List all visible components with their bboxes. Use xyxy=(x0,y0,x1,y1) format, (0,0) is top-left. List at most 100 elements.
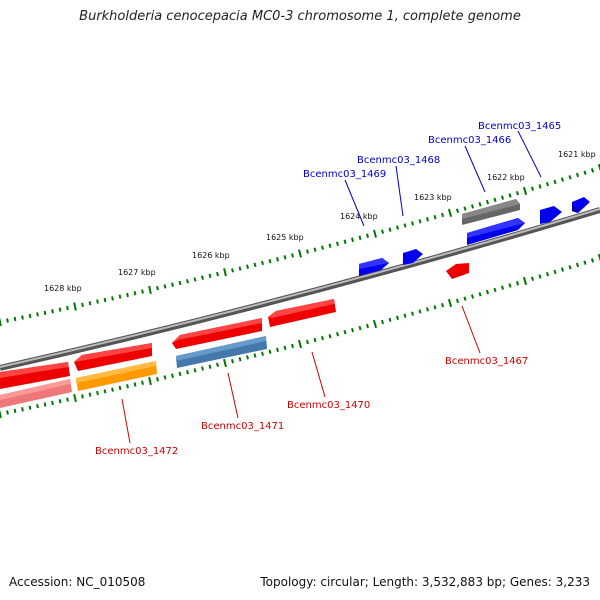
scale-tick xyxy=(426,217,429,222)
kbp-label: 1622 kbp xyxy=(487,173,525,182)
scale-tick xyxy=(28,405,32,410)
gene-bcenmc03-1469[interactable] xyxy=(359,258,389,276)
scale-tick xyxy=(36,403,39,409)
gene-pink-left[interactable] xyxy=(0,379,72,408)
gene-other-grey[interactable] xyxy=(462,199,520,225)
scale-tick xyxy=(388,317,392,323)
gene-blue-long[interactable] xyxy=(467,218,525,245)
gene-bcenmc03-1467[interactable] xyxy=(446,263,469,279)
scale-tick xyxy=(298,249,302,258)
scale-tick xyxy=(441,302,444,308)
scale-tick xyxy=(148,285,152,295)
scale-tick xyxy=(433,214,437,220)
outer-tick-track xyxy=(0,163,600,327)
scale-tick xyxy=(351,327,354,333)
scale-tick xyxy=(343,239,347,244)
scale-tick xyxy=(51,309,54,314)
scale-tick xyxy=(81,302,84,308)
scale-tick xyxy=(73,302,77,311)
gene-bcenmc03-1470[interactable] xyxy=(268,299,336,327)
scale-tick xyxy=(58,307,62,312)
scale-tick xyxy=(208,273,212,279)
scale-tick xyxy=(66,397,69,402)
scale-tick xyxy=(246,264,249,269)
scale-tick xyxy=(597,253,600,262)
gene-bcenmc03-1472[interactable] xyxy=(74,343,152,371)
scale-tick xyxy=(418,219,422,224)
scale-tick xyxy=(590,168,595,173)
scale-tick xyxy=(28,313,32,319)
scale-tick xyxy=(358,325,362,331)
scale-tick xyxy=(6,318,9,323)
scale-tick xyxy=(441,212,444,218)
scale-tick xyxy=(238,357,242,362)
scale-tick xyxy=(231,358,234,364)
scale-tick xyxy=(313,337,317,343)
scale-tick xyxy=(253,262,257,268)
scale-tick xyxy=(336,331,339,337)
scale-tick xyxy=(372,319,378,329)
gene-label-1471: Bcenmc03_1471 xyxy=(201,421,284,432)
gene-bcenmc03-1471[interactable] xyxy=(172,318,262,349)
scale-tick xyxy=(411,221,414,226)
scale-tick xyxy=(13,408,17,414)
scale-tick xyxy=(261,260,264,266)
scale-tick xyxy=(396,225,399,230)
scale-tick xyxy=(253,353,257,358)
scale-tick xyxy=(81,394,84,399)
gene-bcenmc03-1466[interactable] xyxy=(540,206,562,224)
scale-tick xyxy=(351,237,354,242)
scale-tick xyxy=(156,377,159,382)
scale-tick xyxy=(590,258,595,263)
scale-tick xyxy=(0,317,2,327)
scale-tick xyxy=(171,282,174,287)
scale-tick xyxy=(575,262,580,268)
scale-tick xyxy=(470,204,475,209)
kbp-label: 1628 kbp xyxy=(44,284,82,293)
kbp-label: 1621 kbp xyxy=(558,150,596,159)
scale-tick xyxy=(223,268,227,277)
scale-tick xyxy=(201,275,204,280)
gene-label-1465: Bcenmc03_1465 xyxy=(478,121,561,132)
scale-tick xyxy=(455,298,460,304)
scale-tick xyxy=(36,312,39,317)
scale-tick xyxy=(508,283,512,288)
scale-tick xyxy=(283,255,287,260)
scale-tick xyxy=(538,184,542,189)
scale-tick xyxy=(500,195,505,200)
gene-label-1472: Bcenmc03_1472 xyxy=(95,446,178,457)
scale-tick xyxy=(478,202,482,207)
scale-tick xyxy=(321,245,324,250)
scale-tick xyxy=(373,229,377,238)
scale-tick xyxy=(328,333,332,339)
scale-tick xyxy=(268,258,272,264)
scale-tick xyxy=(485,199,490,205)
scale-tick xyxy=(545,181,550,187)
scale-tick xyxy=(186,278,189,284)
scale-tick xyxy=(111,387,114,392)
gene-pseudo-blue[interactable] xyxy=(176,336,267,368)
scale-tick xyxy=(43,402,47,407)
scale-tick xyxy=(118,294,122,299)
gene-bcenmc03-1468[interactable] xyxy=(403,249,423,265)
scale-tick xyxy=(500,285,505,290)
scale-tick xyxy=(381,319,384,325)
gene-red-left[interactable] xyxy=(0,362,70,389)
scale-tick xyxy=(88,301,92,306)
scale-tick xyxy=(156,285,159,291)
scale-tick xyxy=(118,385,122,391)
scale-tick xyxy=(291,343,294,349)
scale-tick xyxy=(447,298,453,308)
scale-tick xyxy=(515,190,520,196)
scale-tick xyxy=(597,163,600,172)
scale-tick xyxy=(133,291,137,296)
gene-label-1466: Bcenmc03_1466 xyxy=(428,135,511,146)
scale-tick xyxy=(447,208,453,217)
gene-bcenmc03-1465[interactable] xyxy=(572,197,590,213)
gene-rna-orange[interactable] xyxy=(76,361,157,391)
chromosome-backbone xyxy=(0,207,600,371)
scale-tick xyxy=(283,345,287,351)
inner-tick-track xyxy=(0,253,600,419)
scale-tick xyxy=(163,375,167,380)
